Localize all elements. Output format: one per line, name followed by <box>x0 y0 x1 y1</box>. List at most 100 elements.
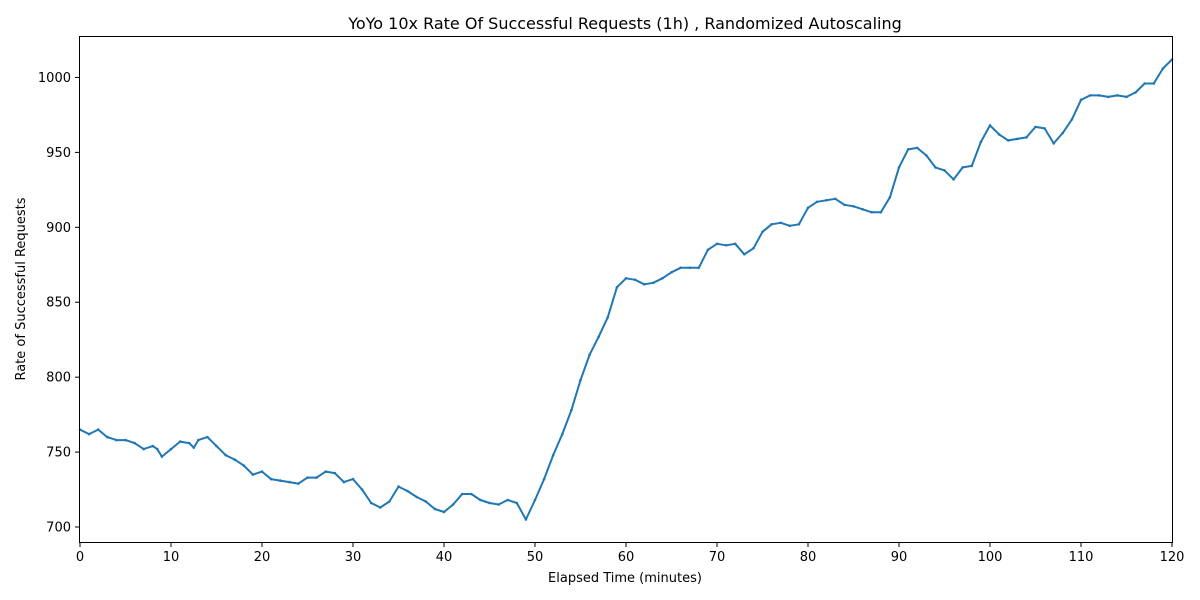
series-point <box>542 477 546 481</box>
series-point <box>206 435 209 439</box>
x-tick-label: 120 <box>1160 550 1185 565</box>
series-point <box>369 501 373 505</box>
series-point <box>824 199 828 202</box>
series-point <box>834 197 837 201</box>
series-point <box>351 477 355 481</box>
series-point <box>915 146 919 150</box>
series-point <box>652 281 655 285</box>
series-point <box>424 500 428 503</box>
series-point <box>415 495 419 499</box>
series-point <box>342 480 346 484</box>
y-tick-label: 900 <box>46 221 71 236</box>
series-point <box>1088 94 1092 97</box>
series-point <box>488 501 491 505</box>
series-point <box>1052 142 1055 145</box>
series-point <box>988 124 992 127</box>
series-point <box>1079 98 1083 102</box>
x-tick-label: 40 <box>436 550 453 565</box>
series-point <box>1125 95 1128 99</box>
x-tick-label: 10 <box>163 550 180 565</box>
x-tick-label: 50 <box>527 550 544 565</box>
series-point <box>215 444 218 448</box>
series-point <box>925 154 928 157</box>
series-point <box>579 378 582 382</box>
series-point <box>952 178 955 181</box>
plot-area <box>78 36 1174 543</box>
series-point <box>642 283 646 286</box>
x-tick-label: 20 <box>254 550 271 565</box>
series-point <box>360 488 364 491</box>
series-point <box>1152 82 1156 85</box>
series-point <box>269 477 273 481</box>
series-point <box>379 506 382 509</box>
y-tick-label: 1000 <box>38 71 71 86</box>
series-point <box>561 432 564 436</box>
chart-title: YoYo 10x Rate Of Successful Requests (1h… <box>347 14 902 33</box>
series-point <box>788 224 792 228</box>
series-point <box>197 438 200 442</box>
series-point <box>278 479 282 482</box>
series-point <box>178 440 182 443</box>
x-tick-label: 60 <box>618 550 635 565</box>
series-point <box>442 510 446 514</box>
series-point <box>1161 67 1165 70</box>
x-tick-label: 30 <box>345 550 362 565</box>
series-point <box>1116 94 1119 97</box>
series-point <box>879 211 883 214</box>
y-axis: 700 750 800 850 900 950 1000 <box>38 71 80 536</box>
series-point <box>706 248 710 252</box>
series-markers <box>78 58 1174 521</box>
series-point <box>779 221 782 225</box>
series-point <box>733 242 737 246</box>
y-tick-label: 750 <box>46 446 71 461</box>
series-point <box>124 438 127 442</box>
series-point <box>551 453 555 457</box>
series-point <box>156 447 159 451</box>
series-point <box>743 253 746 256</box>
x-tick-label: 80 <box>800 550 817 565</box>
series-point <box>397 485 400 488</box>
series-point <box>752 247 755 250</box>
series-point <box>1097 94 1101 97</box>
series-point <box>251 473 255 476</box>
series-point <box>1006 139 1010 142</box>
series-point <box>224 453 227 457</box>
series-point <box>943 169 946 172</box>
series-point <box>906 148 910 151</box>
series-point <box>934 166 937 169</box>
series-line <box>79 58 1173 521</box>
x-tick-label: 0 <box>76 550 84 565</box>
series-point <box>260 470 264 473</box>
series-point <box>333 471 337 475</box>
series-point <box>961 166 964 169</box>
series-point <box>861 208 864 211</box>
series-point <box>724 244 728 247</box>
series-point <box>460 492 464 496</box>
series-point <box>806 206 810 210</box>
series-point <box>1143 82 1146 85</box>
series-point <box>192 446 196 449</box>
series-point <box>169 447 173 451</box>
series-point <box>96 428 100 431</box>
x-tick-label: 70 <box>709 550 726 565</box>
series-point <box>761 230 764 234</box>
series-point <box>770 223 773 226</box>
series-point <box>997 133 1001 136</box>
series-point <box>615 286 619 289</box>
series-point <box>1061 131 1065 135</box>
series-point <box>797 223 801 226</box>
series-point <box>670 271 673 274</box>
series-point <box>597 335 600 339</box>
series-point <box>497 503 500 506</box>
series-point <box>570 408 573 412</box>
series-point <box>242 464 246 467</box>
series-point <box>142 447 145 451</box>
series-point <box>297 482 300 485</box>
series-point <box>1107 95 1110 99</box>
series-point <box>1016 137 1019 141</box>
series-point <box>1025 136 1028 139</box>
y-tick-label: 700 <box>46 521 71 536</box>
series-point <box>1034 125 1037 129</box>
series-point <box>633 278 637 282</box>
